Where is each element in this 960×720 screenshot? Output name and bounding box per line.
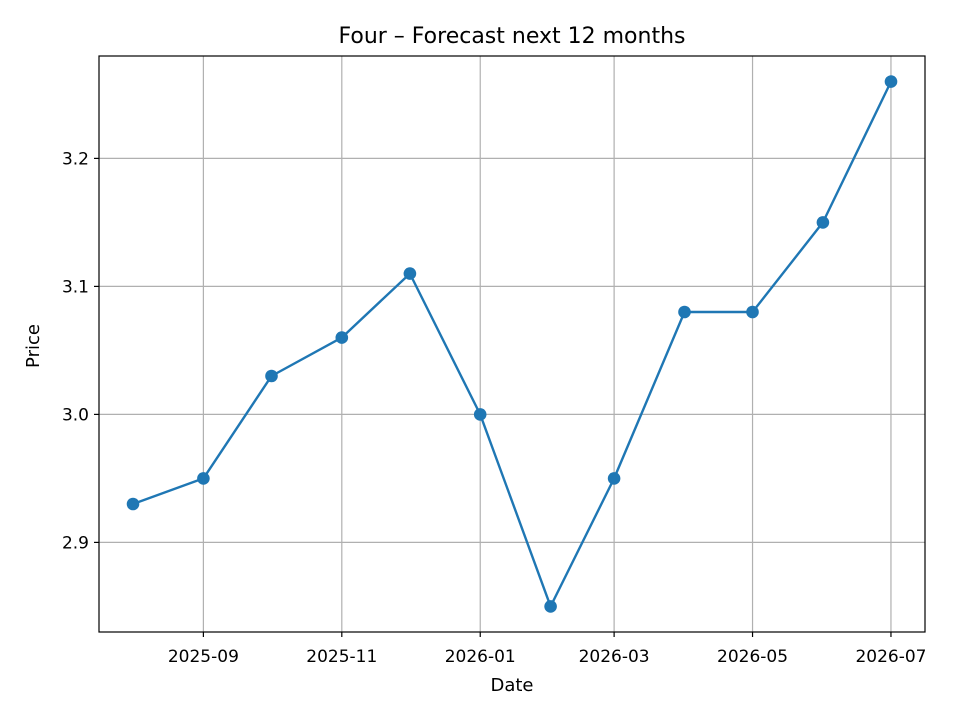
x-axis-label: Date bbox=[490, 675, 533, 696]
data-point bbox=[265, 369, 278, 383]
x-tick-label: 2025-09 bbox=[168, 647, 239, 667]
data-point bbox=[335, 331, 349, 344]
data-point bbox=[126, 497, 140, 511]
x-tick-label: 2026-05 bbox=[717, 647, 788, 667]
x-tick-label: 2025-11 bbox=[306, 647, 377, 667]
data-point bbox=[197, 472, 210, 485]
y-tick-label: 3.1 bbox=[62, 277, 89, 297]
y-tick-label: 3.2 bbox=[62, 149, 89, 169]
x-tick-label: 2026-07 bbox=[855, 647, 926, 667]
x-tick-label: 2026-03 bbox=[579, 647, 650, 667]
ticks: 2025-09 2025-11 2026-01 2026-03 2026-05 2026-… bbox=[62, 149, 927, 667]
series bbox=[126, 75, 898, 613]
series-line bbox=[132, 81, 893, 608]
data-point bbox=[884, 75, 898, 88]
data-point bbox=[746, 305, 759, 319]
chart-title: Four – Forecast next 12 months bbox=[339, 24, 686, 49]
data-point bbox=[473, 408, 487, 421]
data-point bbox=[403, 267, 417, 280]
data-point bbox=[544, 600, 557, 613]
y-tick-label: 2.9 bbox=[62, 533, 89, 553]
data-point bbox=[816, 216, 830, 229]
x-tick-label: 2026-01 bbox=[445, 647, 516, 667]
y-axis-label: Price bbox=[23, 324, 44, 368]
y-tick-label: 3.0 bbox=[62, 405, 89, 425]
plot-frame bbox=[98, 55, 926, 633]
data-point bbox=[607, 472, 621, 485]
data-point bbox=[678, 305, 691, 319]
grid bbox=[99, 56, 925, 632]
